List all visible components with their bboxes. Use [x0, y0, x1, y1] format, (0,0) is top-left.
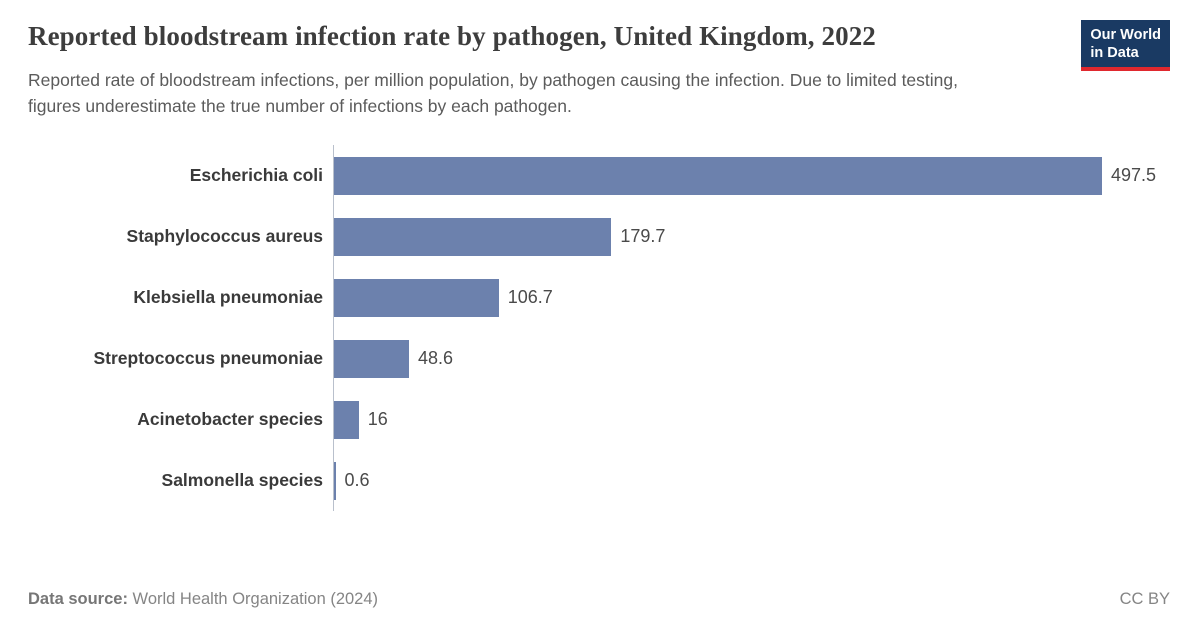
- bar-row: Streptococcus pneumoniae 48.6: [28, 328, 1170, 390]
- bar[interactable]: [334, 156, 1102, 195]
- data-source-label: Data source:: [28, 590, 128, 608]
- bar-track: 497.5: [333, 145, 1170, 207]
- category-label: Acinetobacter species: [137, 409, 323, 430]
- bar-row: Escherichia coli 497.5: [28, 145, 1170, 207]
- bar-row: Klebsiella pneumoniae 106.7: [28, 267, 1170, 329]
- value-label: 179.7: [620, 226, 666, 247]
- category-label: Salmonella species: [161, 470, 323, 491]
- bar[interactable]: [334, 461, 336, 500]
- category-label: Klebsiella pneumoniae: [133, 287, 323, 308]
- value-label: 0.6: [344, 470, 370, 491]
- bar[interactable]: [334, 217, 612, 256]
- bar[interactable]: [334, 400, 359, 439]
- bar-track: 0.6: [333, 450, 1170, 512]
- bar-chart: Escherichia coli 497.5 Staphylococcus aure…: [28, 145, 1170, 580]
- bar[interactable]: [334, 339, 410, 378]
- bar-track: 16: [333, 389, 1170, 451]
- bar-track: 48.6: [333, 328, 1170, 390]
- category-label: Staphylococcus aureus: [126, 226, 323, 247]
- owid-logo-line1: Our World: [1090, 27, 1161, 43]
- bar[interactable]: [334, 278, 499, 317]
- value-label: 497.5: [1111, 165, 1157, 186]
- chart-subtitle: Reported rate of bloodstream infections,…: [28, 69, 958, 117]
- data-source-text: World Health Organization (2024): [127, 590, 379, 608]
- bar-row: Staphylococcus aureus 179.7: [28, 206, 1170, 268]
- chart-header: Reported bloodstream infection rate by p…: [28, 20, 1170, 119]
- bar-row: Salmonella species 0.6: [28, 450, 1170, 512]
- title-block: Reported bloodstream infection rate by p…: [28, 20, 1008, 119]
- bar-track: 106.7: [333, 267, 1170, 329]
- owid-logo-line2: in Data: [1090, 45, 1139, 62]
- data-source: Data source: World Health Organization (…: [28, 590, 378, 609]
- value-label: 106.7: [507, 287, 553, 308]
- chart-footer: Data source: World Health Organization (…: [28, 580, 1170, 609]
- category-label: Streptococcus pneumoniae: [93, 348, 324, 369]
- license-badge[interactable]: CC BY: [1119, 590, 1170, 608]
- category-label: Escherichia coli: [189, 165, 323, 186]
- value-label: 48.6: [418, 348, 454, 369]
- bar-track: 179.7: [333, 206, 1170, 268]
- bar-rows: Escherichia coli 497.5 Staphylococcus aure…: [28, 145, 1170, 512]
- chart-title: Reported bloodstream infection rate by p…: [28, 21, 876, 51]
- value-label: 16: [367, 409, 388, 430]
- owid-logo[interactable]: Our World in Data: [1081, 20, 1170, 72]
- bar-row: Acinetobacter species 16: [28, 389, 1170, 451]
